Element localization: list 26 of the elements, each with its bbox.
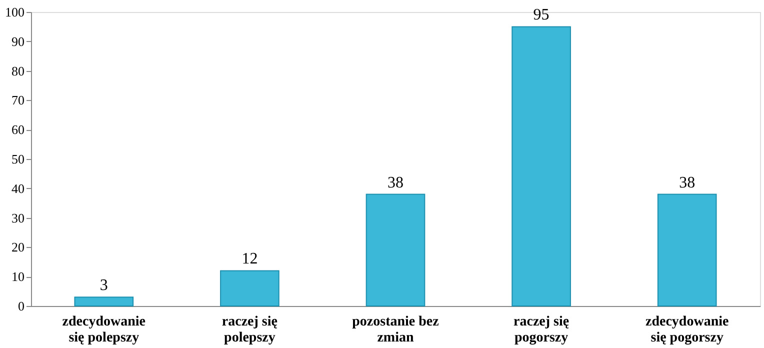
bar <box>74 296 134 306</box>
y-tick-label: 20 <box>12 240 24 255</box>
bar <box>657 194 717 306</box>
data-label: 3 <box>100 277 108 294</box>
y-tick-label: 10 <box>12 269 24 284</box>
data-label: 38 <box>388 174 404 192</box>
x-tick-label: pozostanie bez zmian <box>352 314 439 346</box>
y-tick-label: 90 <box>12 34 24 49</box>
y-tick-label: 50 <box>12 152 24 166</box>
x-tick-label: raczej się pogorszy <box>514 314 570 346</box>
y-tick-label: 40 <box>12 180 24 196</box>
x-tick-label: zdecydowanie się pogorszy <box>645 314 729 346</box>
bar <box>512 26 571 306</box>
data-label: 12 <box>242 250 258 268</box>
y-tick-label: 60 <box>12 122 24 138</box>
x-tick-label: zdecydowanie się polepszy <box>62 314 146 346</box>
y-tick-label: 80 <box>12 63 24 78</box>
y-tick-label: 70 <box>12 92 24 108</box>
bar <box>366 194 426 306</box>
y-tick-label: 0 <box>18 298 24 314</box>
x-tick-label: raczej się polepszy <box>222 314 278 346</box>
bar <box>220 270 280 306</box>
y-tick-label: 30 <box>12 210 24 226</box>
data-label: 38 <box>679 174 696 192</box>
data-label: 95 <box>533 6 550 24</box>
y-tick-label: 100 <box>5 4 24 20</box>
